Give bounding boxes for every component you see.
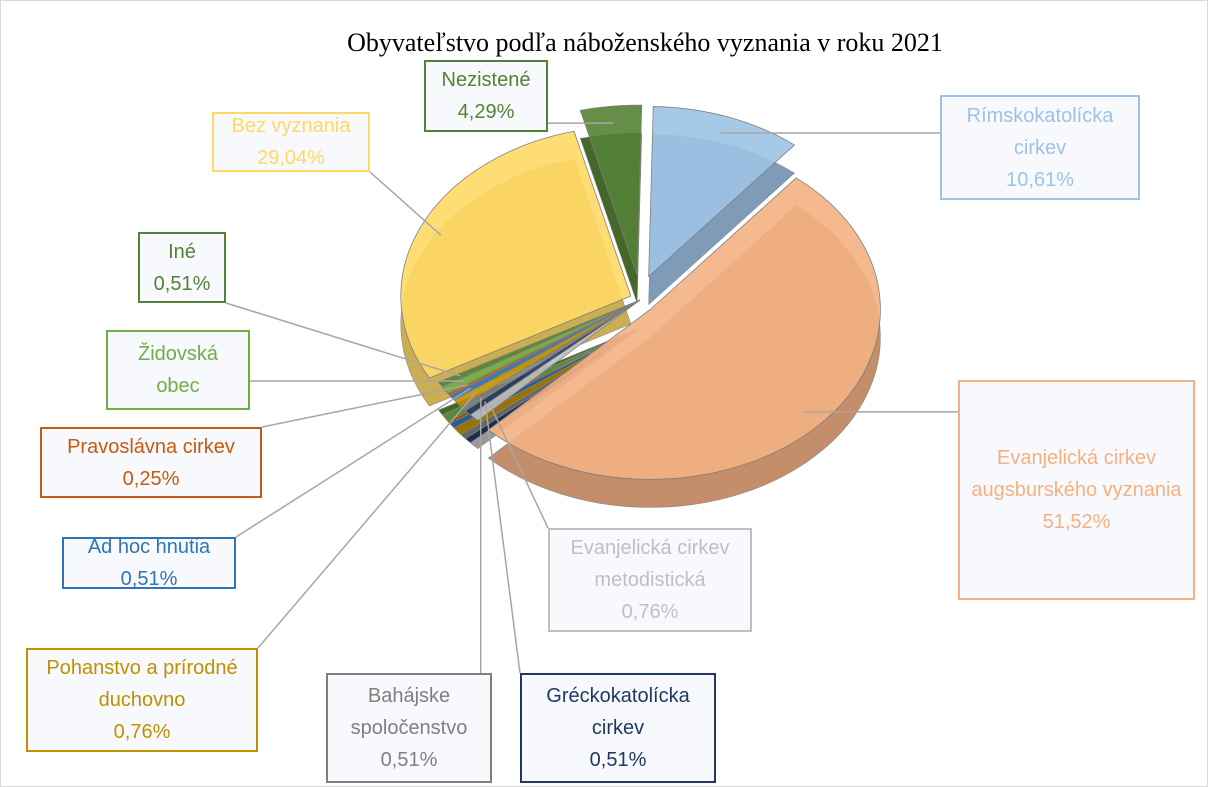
label-category: Evanjelická cirkev metodistická bbox=[570, 537, 730, 591]
leader-line bbox=[489, 405, 549, 529]
label-value: 0,51% bbox=[589, 749, 647, 771]
label-value: 0,51% bbox=[380, 749, 438, 771]
slice bbox=[487, 177, 881, 480]
data-label: Pravoslávna cirkev 0,25% bbox=[40, 427, 262, 498]
label-value: 0,51% bbox=[153, 272, 211, 295]
data-label: Židovská obec bbox=[106, 330, 250, 410]
label-value: 0,51% bbox=[120, 568, 178, 590]
label-category: Iné bbox=[168, 240, 196, 263]
data-label: Pohanstvo a prírodné duchovno 0,76% bbox=[26, 648, 258, 752]
label-category: Bahájske spoločenstvo bbox=[350, 685, 468, 739]
label-category: Nezistené bbox=[441, 69, 531, 91]
label-category: Gréckokatolícka cirkev bbox=[546, 685, 690, 739]
label-category: Židovská obec bbox=[137, 343, 219, 397]
leader-line bbox=[261, 384, 469, 428]
slice bbox=[579, 104, 643, 276]
slice bbox=[400, 130, 632, 379]
data-label: Evanjelická cirkev metodistická 0,76% bbox=[548, 528, 752, 632]
label-category: Ad hoc hnutia bbox=[87, 536, 211, 558]
data-label: Bahájske spoločenstvo 0,51% bbox=[326, 673, 492, 783]
label-value: 10,61% bbox=[1006, 168, 1074, 191]
label-category: Bez vyznania bbox=[231, 115, 351, 137]
data-label: Ad hoc hnutia 0,51% bbox=[62, 536, 236, 590]
data-label: Rímskokatolícka cirkev 10,61% bbox=[940, 95, 1140, 200]
leader-line bbox=[235, 387, 472, 538]
leader-line bbox=[257, 392, 477, 649]
leader-line bbox=[225, 302, 461, 377]
label-category: Evanjelická cirkev augsburského vyznania bbox=[971, 447, 1182, 501]
label-category: Rímskokatolícka cirkev bbox=[966, 104, 1114, 159]
label-category: Pohanstvo a prírodné duchovno bbox=[46, 657, 238, 711]
slice bbox=[648, 106, 796, 278]
data-label: Evanjelická cirkev augsburského vyznania… bbox=[958, 380, 1195, 600]
chart-title: Obyvateľstvo podľa náboženského vyznania… bbox=[347, 28, 943, 57]
data-label: Iné 0,51% bbox=[138, 232, 226, 303]
label-category: Pravoslávna cirkev bbox=[67, 435, 235, 458]
data-label: Nezistené 4,29% bbox=[424, 60, 548, 132]
label-value: 29,04% bbox=[257, 147, 325, 169]
label-value: 0,76% bbox=[621, 601, 679, 623]
leader-line bbox=[369, 171, 442, 236]
data-label: Bez vyznania 29,04% bbox=[212, 112, 370, 172]
data-label: Gréckokatolícka cirkev 0,51% bbox=[520, 673, 716, 783]
label-value: 0,76% bbox=[113, 721, 171, 743]
label-value: 4,29% bbox=[457, 101, 515, 123]
slice bbox=[437, 299, 641, 388]
label-value: 51,52% bbox=[1042, 511, 1111, 533]
label-value: 0,25% bbox=[122, 467, 180, 490]
leader-line bbox=[484, 401, 521, 674]
